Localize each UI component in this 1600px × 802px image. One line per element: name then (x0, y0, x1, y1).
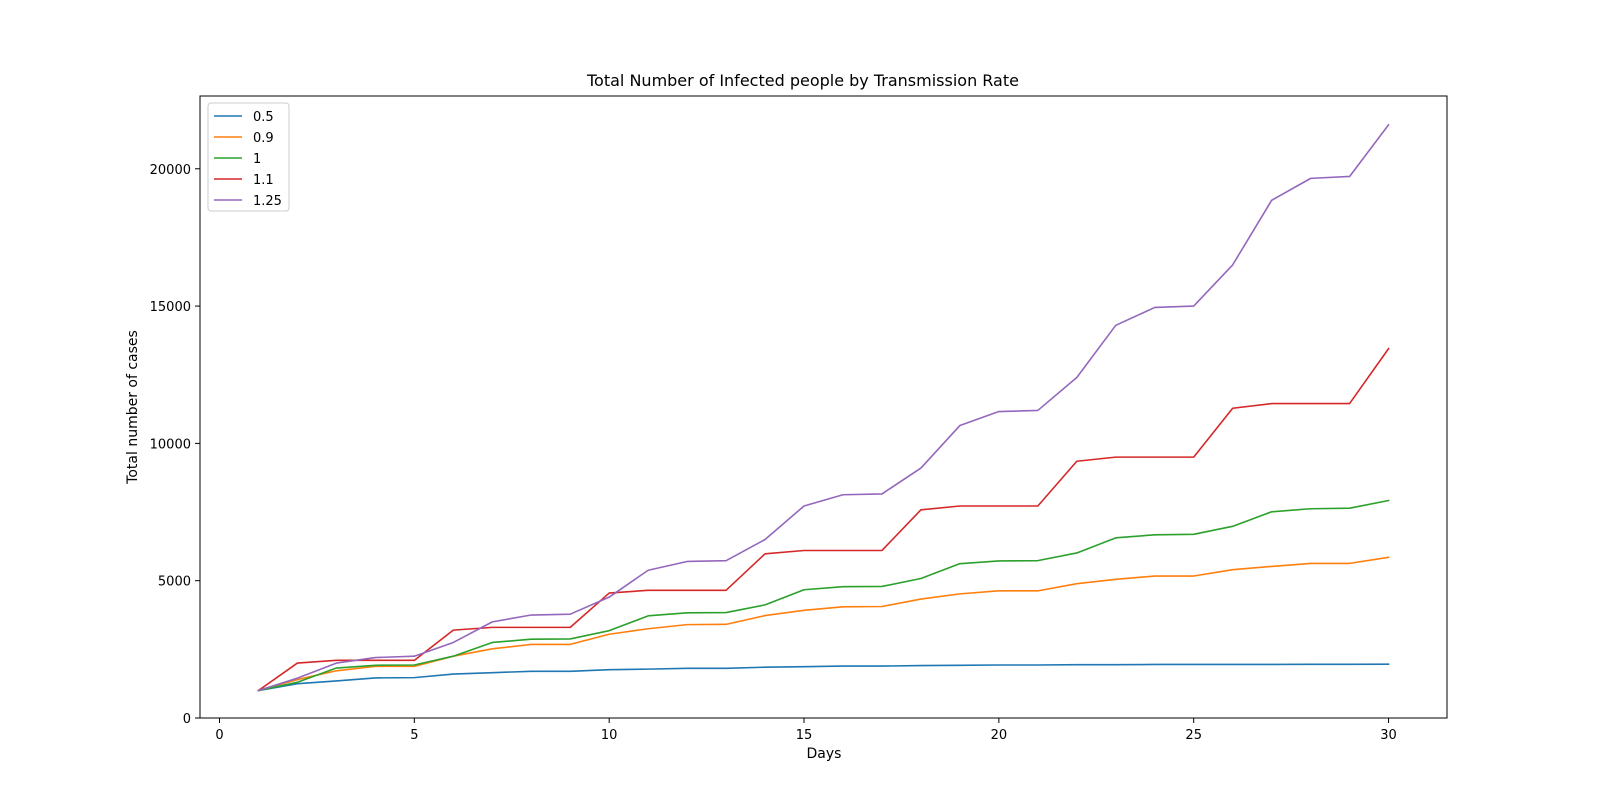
legend-label: 1.1 (253, 173, 274, 188)
legend-label: 1 (253, 152, 261, 167)
series-line-0-5 (257, 663, 1390, 692)
series-line-1 (257, 499, 1390, 692)
y-tick-label: 5000 (158, 575, 191, 590)
x-tick-label: 5 (410, 728, 418, 743)
plot-frame (199, 95, 1448, 719)
y-tick-label: 15000 (150, 300, 191, 315)
x-tick-label: 15 (796, 728, 813, 743)
x-tick-label: 25 (1185, 728, 1202, 743)
y-axis: 0 5000 10000 15000 20000 (150, 163, 200, 727)
series-line-1-25 (257, 123, 1390, 692)
x-tick-label: 0 (215, 728, 223, 743)
x-tick-label: 30 (1380, 728, 1397, 743)
y-tick-label: 10000 (150, 437, 191, 452)
legend-box (207, 102, 290, 212)
legend-label: 0.9 (253, 131, 274, 146)
series-line-1-1 (257, 347, 1390, 692)
y-tick-label: 20000 (150, 163, 191, 178)
x-axis: 0 5 10 15 20 25 30 (215, 718, 1397, 743)
legend-label: 1.25 (253, 194, 282, 209)
legend-label: 0.5 (253, 110, 274, 125)
legend: 0.5 0.9 1 1.1 1.25 (207, 102, 290, 212)
series-group (257, 123, 1390, 692)
x-tick-label: 10 (601, 728, 618, 743)
y-axis-label: Total number of cases (125, 330, 141, 485)
x-tick-label: 20 (991, 728, 1008, 743)
plot-area (199, 95, 1448, 719)
x-axis-label: Days (807, 746, 842, 762)
chart-title: Total Number of Infected people by Trans… (586, 71, 1019, 90)
y-tick-label: 0 (183, 712, 191, 727)
